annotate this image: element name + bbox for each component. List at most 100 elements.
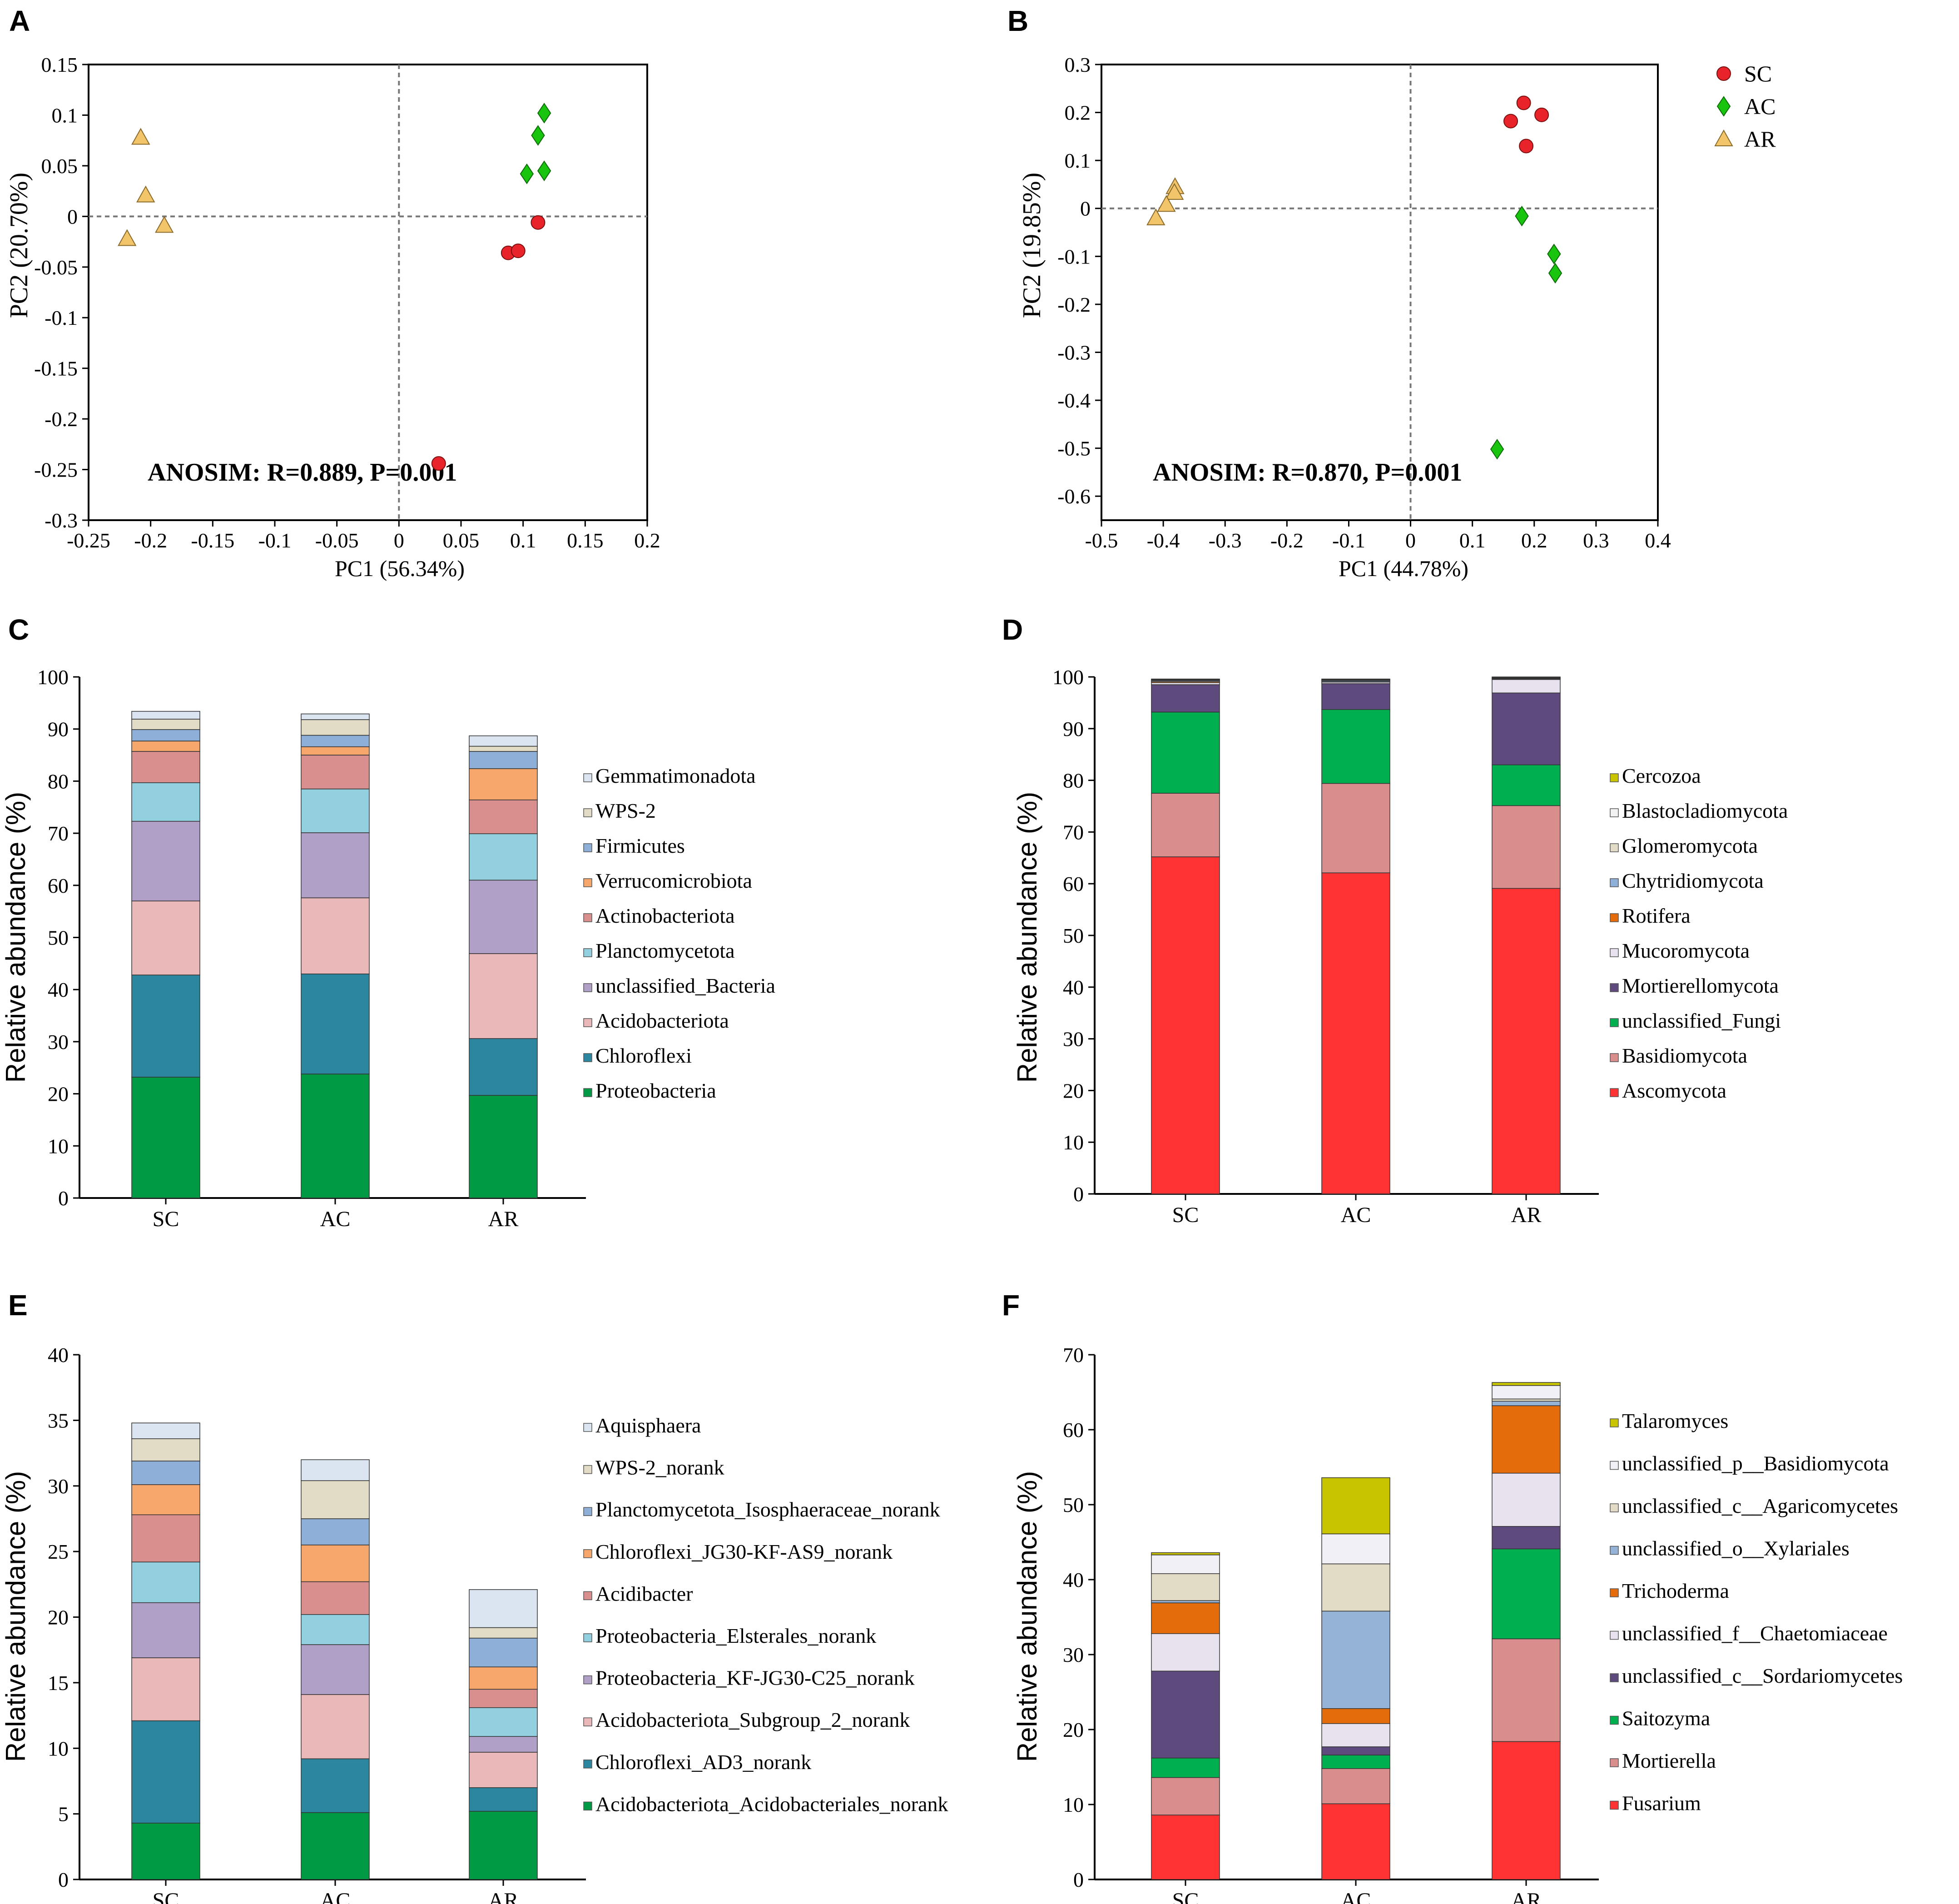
legend-swatch-Firmicutes	[583, 843, 592, 852]
bar-segment-unclassified_Fungi	[1151, 711, 1220, 794]
x-tick-label: -0.1	[258, 529, 292, 552]
bar-segment-Acidibacter	[131, 1514, 200, 1562]
point-AC	[1548, 263, 1562, 284]
anosim-annotation: ANOSIM: R=0.870, P=0.001	[1153, 458, 1462, 487]
y-tick-label: 60	[1063, 872, 1084, 895]
bar-segment-Mortierellomycota	[1492, 692, 1561, 766]
point-AC	[537, 103, 551, 124]
y-tick-label: 0	[1073, 1183, 1084, 1206]
bar-segment-Cercozoa	[1321, 678, 1390, 680]
x-tick-label: -0.25	[67, 529, 110, 552]
bar-segment-unclassified_c__Agaricomycetes	[1321, 1563, 1390, 1612]
point-AR	[155, 216, 174, 233]
legend-label-Acidibacter: Acidibacter	[595, 1582, 693, 1605]
legend-label-Firmicutes: Firmicutes	[595, 834, 685, 857]
y-tick-label: 90	[1063, 717, 1084, 741]
bar-segment-Aquisphaera	[131, 1422, 200, 1439]
x-tick-label: 0	[1405, 529, 1416, 552]
bar-segment-Gemmatimonadota	[469, 735, 538, 747]
bar-segment-unclassified_Fungi	[1492, 764, 1561, 806]
y-tick-label: 40	[48, 1343, 69, 1367]
legend-label-Rotifera: Rotifera	[1622, 904, 1691, 927]
legend-label-unclassified_Fungi: unclassified_Fungi	[1622, 1009, 1781, 1032]
bar-segment-Saitozyma	[1151, 1757, 1220, 1778]
plot-frame	[1101, 64, 1659, 521]
legend-label-Gemmatimonadota: Gemmatimonadota	[595, 764, 756, 787]
bar-segment-Acidobacteriota	[469, 953, 538, 1039]
bar-segment-Basidiomycota	[1321, 783, 1390, 874]
bar-segment-unclassified_Bacteria	[469, 880, 538, 954]
y-tick-label: 100	[1052, 666, 1084, 689]
legend-swatch-Planctomycetota_Isosphaeraceae_norank	[583, 1507, 592, 1516]
y-tick-label: 10	[1063, 1131, 1084, 1154]
y-tick-label: 5	[58, 1803, 69, 1826]
legend-label-unclassified_o__Xylariales: unclassified_o__Xylariales	[1622, 1537, 1850, 1560]
y-tick-label: 0.3	[1065, 53, 1091, 76]
bar-segment-Chloroflexi	[469, 1038, 538, 1096]
x-tick-label-SC: SC	[153, 1889, 179, 1904]
legend-swatch-unclassified_o__Xylariales	[1610, 1546, 1619, 1555]
bar-segment-Mortierella	[1492, 1638, 1561, 1742]
point-AC	[1547, 244, 1561, 264]
legend-label-Fusarium: Fusarium	[1622, 1792, 1701, 1815]
bar-panel-E: 0 5 10 15 20 25 30 35 40 Relative abundance (%) SC…	[0, 1343, 948, 1904]
x-tick-label: 0.1	[510, 529, 536, 552]
y-tick-label: -0.2	[45, 408, 78, 431]
plot-frame	[88, 64, 648, 521]
legend-label-Chloroflexi_AD3_norank: Chloroflexi_AD3_norank	[595, 1750, 811, 1774]
x-tick-label-AC: AC	[1341, 1889, 1371, 1904]
y-tick-label: 0	[1073, 1868, 1084, 1891]
bar-segment-Actinobacteriota	[469, 799, 538, 834]
bar-segment-WPS-2	[301, 719, 370, 736]
bar-segment-Acidobacteriota_Subgroup_2_norank	[131, 1657, 200, 1721]
bar-segment-Proteobacteria_Elsterales_norank	[469, 1707, 538, 1737]
point-AC	[531, 125, 545, 146]
bar-segment-unclassified_p__Basidiomycota	[1151, 1554, 1220, 1574]
legend-swatch-Acidobacteriota_Subgroup_2_norank	[583, 1717, 592, 1726]
bar-segment-unclassified_c__Agaricomycetes	[1151, 1573, 1220, 1601]
y-tick-label: 35	[48, 1409, 69, 1432]
legend-swatch-Cercozoa	[1610, 773, 1619, 782]
bar-segment-unclassified_Fungi	[1321, 709, 1390, 784]
y-tick-label: 50	[1063, 1493, 1084, 1516]
y-axis-label: PC2 (20.70%)	[5, 173, 33, 318]
bar-segment-Fusarium	[1321, 1803, 1390, 1880]
bar-segment-Firmicutes	[469, 751, 538, 769]
legend-swatch-Glomeromycota	[1610, 843, 1619, 852]
bar-segment-Mortierellomycota	[1151, 684, 1220, 713]
x-tick-label: 0.1	[1459, 529, 1486, 552]
legend-label-unclassified_p__Basidiomycota: unclassified_p__Basidiomycota	[1622, 1452, 1889, 1475]
y-axis-label: Relative abundance (%)	[1012, 792, 1042, 1083]
bar-segment-Planctomycetota_Isosphaeraceae_norank	[131, 1461, 200, 1485]
x-tick-label-AR: AR	[488, 1889, 519, 1904]
legend-label-unclassified_c__Agaricomycetes: unclassified_c__Agaricomycetes	[1622, 1494, 1898, 1517]
x-tick-label: 0.05	[443, 529, 480, 552]
anosim-annotation: ANOSIM: R=0.889, P=0.001	[148, 458, 457, 487]
bar-segment-Chloroflexi_JG30-KF-AS9_norank	[131, 1484, 200, 1516]
y-axis-label: Relative abundance (%)	[0, 792, 31, 1083]
x-tick-label: -0.05	[315, 529, 359, 552]
bar-segment-unclassified_c__Sordariomycetes	[1321, 1746, 1390, 1755]
x-tick-label: 0.15	[567, 529, 604, 552]
y-tick-label: 30	[48, 1030, 69, 1054]
legend-swatch-Mucoromycota	[1610, 948, 1619, 957]
legend-swatch-Saitozyma	[1610, 1715, 1619, 1725]
y-tick-label: 25	[48, 1540, 69, 1563]
legend-swatch-Blastocladiomycota	[1610, 808, 1619, 817]
bar-segment-Planctomycetota	[469, 833, 538, 881]
bar-segment-Mucoromycota	[1492, 679, 1561, 694]
x-tick-label: -0.3	[1209, 529, 1242, 552]
bar-segment-unclassified_Bacteria	[301, 832, 370, 899]
bar-segment-Acidobacteriota_Acidobacteriales_norank	[131, 1823, 200, 1880]
legend-swatch-Mortierellomycota	[1610, 983, 1619, 992]
panel-label-A: A	[9, 5, 30, 37]
legend-marker-AR	[1714, 129, 1733, 146]
y-tick-label: 80	[48, 770, 69, 793]
legend-label-Mucoromycota: Mucoromycota	[1622, 939, 1750, 962]
bar-segment-WPS-2_norank	[301, 1480, 370, 1519]
legend-marker-AC	[1716, 96, 1731, 117]
y-tick-label: -0.05	[34, 256, 78, 279]
bar-segment-unclassified_p__Basidiomycota	[1321, 1533, 1390, 1565]
bar-segment-Proteobacteria_KF-JG30-C25_norank	[469, 1736, 538, 1753]
